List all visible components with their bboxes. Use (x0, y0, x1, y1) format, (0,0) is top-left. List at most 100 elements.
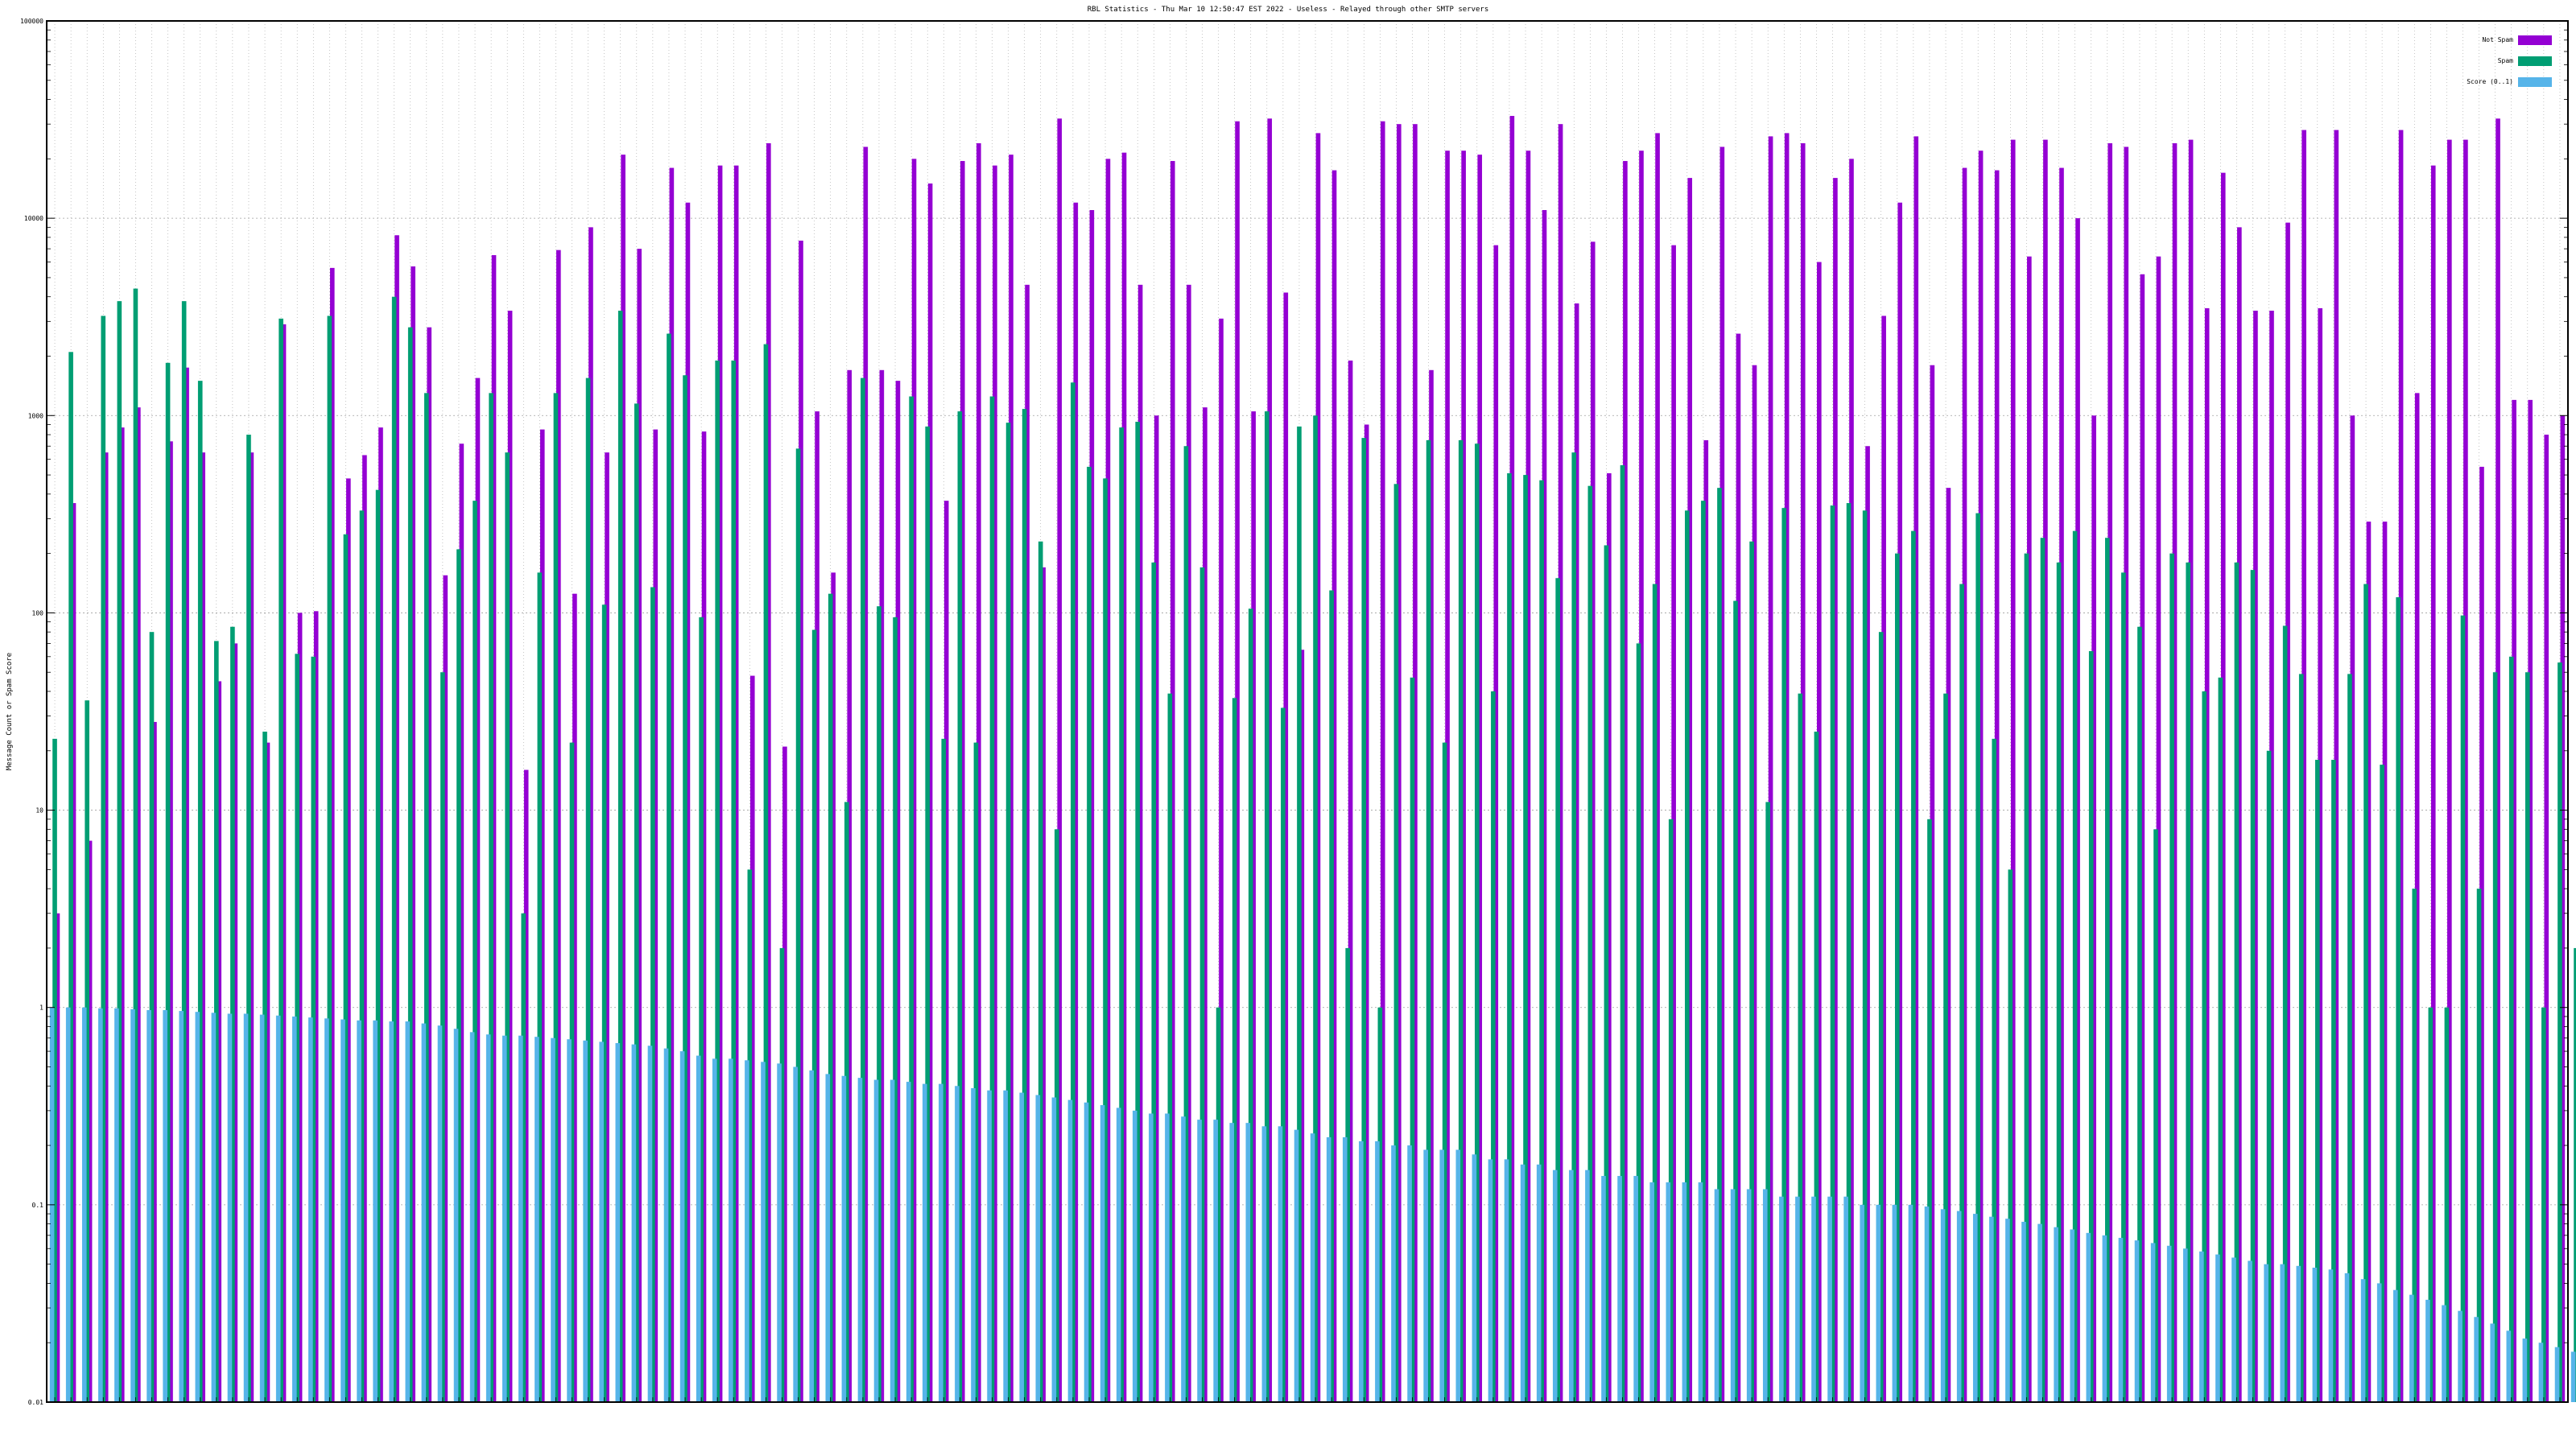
bar-spam (1733, 600, 1738, 1402)
bar-score (1569, 1169, 1574, 1402)
bar-spam (1587, 485, 1593, 1403)
bar-spam (2186, 562, 2191, 1402)
bar-score (1310, 1133, 1315, 1402)
bar-not-spam (2285, 222, 2290, 1402)
bar-score (1617, 1176, 1622, 1402)
bar-score (291, 1016, 297, 1402)
bar-score (1197, 1120, 1202, 1402)
bar-spam (2202, 691, 2207, 1402)
bar-not-spam (2204, 307, 2210, 1402)
bar-spam (763, 344, 769, 1402)
bar-not-spam (2172, 142, 2178, 1403)
bar-score (971, 1087, 976, 1402)
bar-spam (1539, 480, 1544, 1402)
bar-score (2231, 1257, 2236, 1402)
bar-not-spam (1251, 411, 1256, 1402)
bar-not-spam (119, 427, 125, 1403)
bar-spam (359, 510, 365, 1402)
bar-spam (2314, 759, 2320, 1402)
bar-score (1956, 1211, 1962, 1402)
bar-spam (1216, 1007, 1221, 1402)
bar-not-spam (1590, 241, 1596, 1402)
bar-not-spam (1833, 178, 1838, 1403)
bar-not-spam (1397, 124, 1402, 1403)
bar-score (1940, 1209, 1946, 1402)
bar-score (567, 1039, 572, 1402)
bar-not-spam (1283, 292, 1289, 1402)
bar-score (712, 1058, 717, 1402)
bar-score (2070, 1229, 2075, 1402)
bar-not-spam (1558, 124, 1563, 1403)
bar-not-spam (523, 769, 529, 1402)
bars-layer (49, 116, 2576, 1403)
bar-score (211, 1013, 217, 1402)
bar-not-spam (1639, 151, 1644, 1402)
bar-not-spam (2010, 139, 2016, 1403)
bar-score (729, 1058, 733, 1402)
bar-not-spam (2430, 165, 2436, 1403)
bar-not-spam (621, 155, 625, 1403)
legend-swatch (2518, 77, 2552, 87)
bar-not-spam (605, 452, 609, 1402)
bar-score (1779, 1196, 1784, 1402)
bar-spam (1119, 427, 1124, 1403)
bar-score (2248, 1260, 2252, 1402)
bar-spam (585, 377, 591, 1403)
bar-not-spam (2463, 139, 2468, 1403)
bar-score (809, 1070, 815, 1402)
bar-not-spam (685, 202, 691, 1402)
bar-score (324, 1018, 329, 1402)
bar-score (1229, 1123, 1235, 1402)
bar-spam (569, 742, 575, 1402)
bar-not-spam (2091, 415, 2096, 1403)
bar-not-spam (459, 443, 464, 1402)
bar-not-spam (2318, 307, 2323, 1402)
bar-spam (1684, 510, 1690, 1402)
bar-spam (2460, 615, 2466, 1402)
bar-not-spam (1994, 170, 2000, 1402)
bar-spam (1571, 452, 1577, 1402)
bar-spam (989, 396, 995, 1402)
bar-not-spam (2156, 256, 2161, 1402)
bar-score (2134, 1240, 2140, 1402)
bar-not-spam (831, 572, 836, 1402)
bar-score (421, 1023, 427, 1402)
bar-score (1633, 1176, 1638, 1402)
bar-spam (1894, 553, 1900, 1402)
bar-not-spam (539, 429, 545, 1402)
bar-spam (1765, 802, 1771, 1402)
bar-not-spam (87, 840, 93, 1402)
bar-score (308, 1017, 313, 1402)
bar-spam (2396, 597, 2401, 1402)
bar-not-spam (1752, 365, 1757, 1402)
bar-not-spam (2027, 256, 2032, 1402)
bar-spam (1297, 426, 1302, 1402)
bar-score (1488, 1159, 1493, 1402)
bar-spam (2234, 562, 2240, 1402)
bar-spam (440, 672, 445, 1402)
bar-score (939, 1083, 943, 1402)
bar-score (2005, 1219, 2010, 1402)
bar-not-spam (1607, 472, 1612, 1402)
bar-not-spam (443, 575, 448, 1402)
bar-not-spam (491, 255, 497, 1402)
bar-not-spam (1736, 333, 1741, 1402)
bar-spam (1992, 738, 1997, 1402)
bar-score (2166, 1245, 2172, 1402)
bar-score (485, 1034, 491, 1402)
bar-spam (2541, 1007, 2546, 1402)
grid-layer (47, 21, 2568, 1402)
bar-spam (715, 360, 720, 1402)
bar-not-spam (1784, 133, 1790, 1403)
bar-not-spam (329, 267, 335, 1402)
bar-not-spam (1331, 170, 1337, 1402)
bar-score (1342, 1136, 1348, 1402)
bar-not-spam (2496, 118, 2500, 1402)
bar-score (2037, 1223, 2042, 1402)
bar-score (745, 1060, 749, 1402)
bar-not-spam (1703, 439, 1709, 1402)
bar-spam (279, 318, 283, 1402)
bar-score (2344, 1273, 2350, 1402)
bar-spam (2137, 626, 2142, 1402)
bar-not-spam (717, 165, 723, 1403)
